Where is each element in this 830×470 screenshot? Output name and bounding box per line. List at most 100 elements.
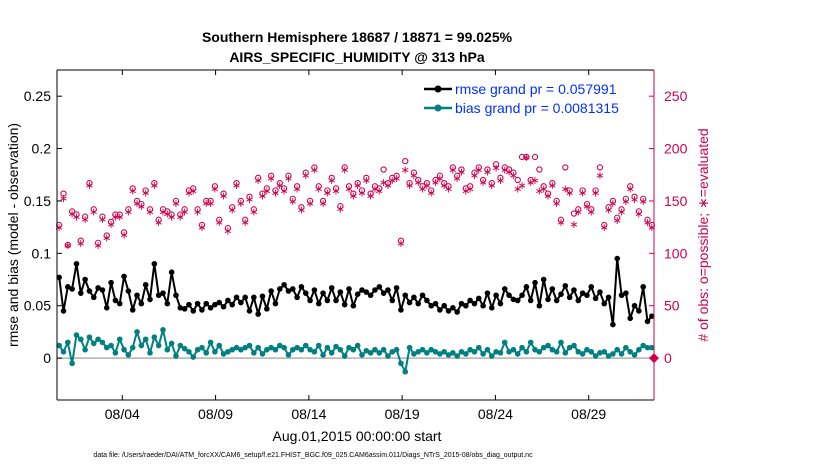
- series-point-rmse: [298, 284, 305, 290]
- series-point-bias: [229, 346, 236, 353]
- series-point-bias: [116, 336, 123, 343]
- series-point-rmse: [186, 301, 192, 308]
- obs-possible-point: [531, 153, 539, 161]
- obs-evaluated-point: ∗: [595, 169, 604, 182]
- obs-evaluated-point: ∗: [530, 174, 539, 187]
- series-point-rmse: [86, 288, 93, 294]
- series-point-rmse: [268, 288, 274, 294]
- series-point-bias: [121, 346, 127, 353]
- series-point-bias: [315, 342, 322, 349]
- obs-possible-point: [570, 210, 578, 217]
- obs-possible-point: [155, 216, 162, 223]
- series-point-bias: [220, 351, 227, 357]
- obs-possible-point: [151, 179, 158, 187]
- series-point-bias: [415, 349, 422, 355]
- series-point-bias: [350, 346, 357, 353]
- series-point-bias: [268, 344, 274, 351]
- series-point-rmse: [579, 290, 586, 296]
- y-tick-label-right: 0: [664, 350, 672, 366]
- series-point-bias: [506, 349, 512, 355]
- series-point-bias: [432, 349, 439, 355]
- series-point-rmse: [311, 287, 318, 293]
- series-point-rmse: [618, 292, 625, 299]
- obs-possible-point: [246, 193, 253, 200]
- series-point-bias: [437, 351, 443, 357]
- series-point-bias: [445, 352, 452, 358]
- obs-possible-point: [341, 164, 348, 171]
- series-point-bias: [501, 339, 508, 346]
- series-point-rmse: [212, 301, 218, 308]
- series-point-bias: [246, 342, 253, 349]
- obs-possible-point: [436, 172, 444, 179]
- obs-possible-point: [324, 187, 331, 194]
- obs-possible-point: [562, 164, 569, 171]
- series-point-rmse: [225, 297, 231, 304]
- legend: rmse grand pr = 0.057991 bias grand pr =…: [419, 78, 647, 120]
- series-point-rmse: [380, 290, 387, 296]
- series-point-rmse: [251, 294, 257, 301]
- legend-rmse-marker: [434, 85, 442, 93]
- x-tick-label: 08/19: [385, 406, 420, 422]
- obs-possible-point: [164, 208, 171, 215]
- series-point-rmse: [320, 290, 326, 296]
- obs-possible-point: [410, 169, 418, 176]
- legend-bias-marker: [434, 104, 442, 112]
- series-point-bias: [289, 346, 296, 353]
- obs-possible-point: [583, 200, 591, 208]
- obs-possible-point: [250, 206, 257, 213]
- series-point-bias: [523, 349, 530, 355]
- obs-possible-point: [492, 161, 500, 168]
- series-point-rmse: [367, 292, 374, 299]
- obs-possible-point: [402, 157, 409, 165]
- series-point-rmse: [493, 292, 499, 299]
- series-point-bias: [393, 346, 400, 353]
- series-point-rmse: [393, 285, 400, 291]
- obs-possible-point: [415, 176, 422, 184]
- obs-evaluated-point: ∗: [561, 182, 570, 195]
- series-point-bias: [186, 349, 192, 355]
- series-point-bias: [56, 342, 62, 349]
- series-point-bias: [376, 350, 383, 356]
- series-point-bias: [259, 351, 266, 357]
- series-point-rmse: [480, 302, 486, 309]
- series-point-rmse: [592, 295, 599, 302]
- obs-possible-point: [112, 211, 119, 218]
- series-point-rmse: [640, 284, 646, 290]
- series-point-rmse: [173, 292, 179, 299]
- series-point-bias: [298, 346, 305, 353]
- obs-evaluated-point: ∗: [401, 164, 410, 177]
- series-point-rmse: [372, 287, 378, 293]
- series-point-rmse: [77, 290, 84, 296]
- series-point-rmse: [527, 297, 534, 304]
- obs-possible-point: [614, 214, 621, 221]
- series-point-rmse: [644, 318, 651, 325]
- series-point-bias: [428, 346, 435, 353]
- series-point-rmse: [631, 302, 638, 309]
- series-point-bias: [194, 346, 201, 353]
- series-point-bias: [177, 342, 184, 349]
- obs-possible-point: [432, 176, 439, 184]
- obs-possible-point: [90, 206, 97, 213]
- obs-possible-point: [601, 221, 608, 229]
- series-point-rmse: [458, 300, 465, 307]
- series-point-rmse: [597, 289, 603, 295]
- obs-possible-point: [441, 179, 448, 187]
- series-point-rmse: [203, 300, 210, 307]
- obs-possible-point: [272, 187, 279, 194]
- obs-possible-point: [553, 197, 560, 205]
- obs-possible-point: [449, 164, 456, 171]
- series-point-rmse: [359, 287, 365, 293]
- series-point-rmse: [272, 300, 279, 307]
- obs-possible-point: [358, 187, 366, 194]
- series-point-bias: [419, 346, 426, 353]
- series-point-rmse: [519, 292, 525, 299]
- obs-possible-point: [267, 172, 275, 179]
- series-point-bias: [545, 342, 551, 349]
- series-point-rmse: [566, 294, 573, 301]
- series-point-rmse: [160, 290, 166, 296]
- y-tick-label-left: 0.1: [32, 245, 52, 261]
- series-point-rmse: [69, 286, 75, 292]
- ticks-layer: 0 0.05 0.1 0.15 0.2 0.25 0 50 100 150 200 250 08/04 0…: [24, 70, 688, 422]
- series-point-bias: [579, 351, 586, 357]
- series-point-rmse: [558, 291, 564, 297]
